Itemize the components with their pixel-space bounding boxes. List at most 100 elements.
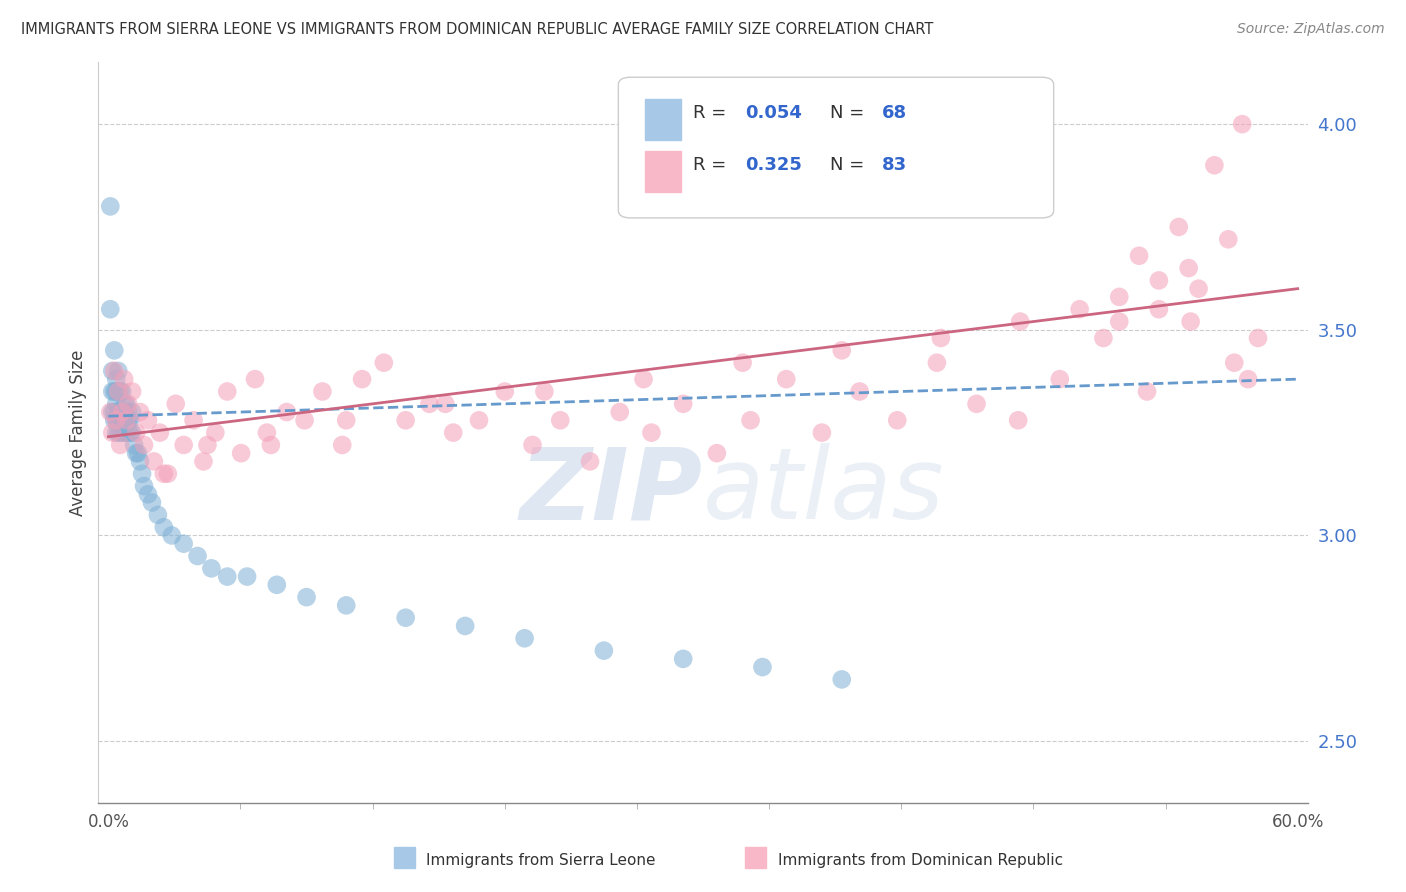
Point	[848, 384, 870, 399]
Point	[107, 425, 129, 440]
Point	[731, 356, 754, 370]
Point	[1147, 302, 1170, 317]
Point	[330, 438, 353, 452]
Point	[1049, 372, 1071, 386]
Point	[122, 438, 145, 452]
Point	[173, 537, 195, 551]
Point	[115, 397, 138, 411]
Point	[533, 384, 555, 399]
Point	[105, 413, 128, 427]
Point	[105, 425, 128, 440]
Point	[121, 384, 143, 399]
Point	[110, 384, 132, 399]
Point	[633, 372, 655, 386]
Point	[311, 384, 333, 399]
Point	[110, 405, 132, 419]
Point	[165, 397, 187, 411]
Point	[101, 364, 124, 378]
Point	[105, 397, 128, 411]
Point	[204, 425, 226, 440]
Text: ZIP: ZIP	[520, 443, 703, 541]
Point	[105, 413, 128, 427]
Point	[111, 405, 134, 419]
Point	[112, 372, 135, 386]
Point	[217, 384, 239, 399]
Point	[117, 413, 139, 427]
Point	[101, 384, 124, 399]
Point	[132, 438, 155, 452]
Point	[153, 467, 176, 481]
Point	[243, 372, 266, 386]
Point	[1136, 384, 1159, 399]
Point	[112, 425, 135, 440]
Point	[146, 508, 169, 522]
Point	[468, 413, 491, 427]
Point	[454, 619, 477, 633]
Point	[183, 413, 205, 427]
Point	[200, 561, 222, 575]
Point	[156, 467, 179, 481]
Point	[120, 425, 142, 440]
Point	[101, 425, 124, 440]
Point	[115, 425, 138, 440]
Point	[136, 487, 159, 501]
Point	[395, 413, 418, 427]
Text: IMMIGRANTS FROM SIERRA LEONE VS IMMIGRANTS FROM DOMINICAN REPUBLIC AVERAGE FAMIL: IMMIGRANTS FROM SIERRA LEONE VS IMMIGRAN…	[21, 22, 934, 37]
Point	[966, 397, 988, 411]
Text: R =: R =	[693, 155, 733, 174]
Point	[672, 652, 695, 666]
Point	[751, 660, 773, 674]
Point	[98, 405, 121, 419]
Point	[640, 425, 662, 440]
Point	[706, 446, 728, 460]
Point	[1230, 117, 1253, 131]
Point	[107, 384, 129, 399]
Text: 0.054: 0.054	[745, 103, 803, 122]
Text: Immigrants from Dominican Republic: Immigrants from Dominican Republic	[778, 854, 1063, 868]
Point	[160, 528, 183, 542]
Point	[1187, 282, 1209, 296]
Point	[231, 446, 253, 460]
Point	[925, 356, 948, 370]
Point	[260, 438, 283, 452]
Point	[125, 425, 148, 440]
Point	[266, 578, 288, 592]
Text: N =: N =	[830, 103, 870, 122]
Point	[579, 454, 602, 468]
Point	[1167, 219, 1189, 234]
Point	[110, 425, 132, 440]
Point	[112, 397, 135, 411]
Point	[111, 413, 134, 427]
Point	[173, 438, 195, 452]
Bar	[645, 152, 682, 192]
Point	[103, 343, 125, 358]
Point	[117, 397, 139, 411]
Point	[117, 413, 139, 427]
Point	[193, 454, 215, 468]
Point	[441, 425, 464, 440]
Point	[593, 643, 616, 657]
Point	[105, 372, 128, 386]
Point	[103, 413, 125, 427]
Point	[1177, 261, 1199, 276]
Point	[217, 569, 239, 583]
Point	[1223, 356, 1246, 370]
Point	[103, 364, 125, 378]
Point	[115, 413, 138, 427]
Point	[112, 405, 135, 419]
Point	[418, 397, 440, 411]
Point	[352, 372, 374, 386]
Point	[101, 405, 124, 419]
Point	[107, 364, 129, 378]
Point	[256, 425, 278, 440]
Point	[103, 384, 125, 399]
Point	[672, 397, 695, 411]
Point	[811, 425, 834, 440]
Point	[434, 397, 457, 411]
Point	[1010, 314, 1032, 328]
Point	[121, 405, 143, 419]
Y-axis label: Average Family Size: Average Family Size	[69, 350, 87, 516]
Point	[395, 611, 418, 625]
Point	[831, 673, 853, 687]
Point	[740, 413, 762, 427]
